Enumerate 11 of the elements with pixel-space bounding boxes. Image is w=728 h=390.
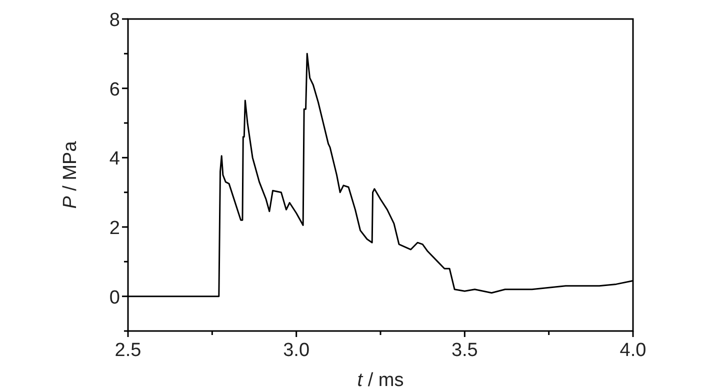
x-tick-label: 2.5 xyxy=(114,340,142,361)
y-tick-label: 0 xyxy=(109,287,120,308)
y-tick-label: 4 xyxy=(109,148,120,170)
x-axis-title: t / ms xyxy=(357,370,404,390)
x-tick-label: 3.5 xyxy=(451,340,478,361)
y-tick-label: 2 xyxy=(109,218,120,239)
y-tick-label: 6 xyxy=(109,79,120,100)
y-tick-label: 8 xyxy=(109,10,120,31)
x-tick-label: 4.0 xyxy=(620,340,646,361)
y-axis-title: P / MPa xyxy=(60,140,81,209)
x-tick-label: 3.0 xyxy=(283,340,310,361)
